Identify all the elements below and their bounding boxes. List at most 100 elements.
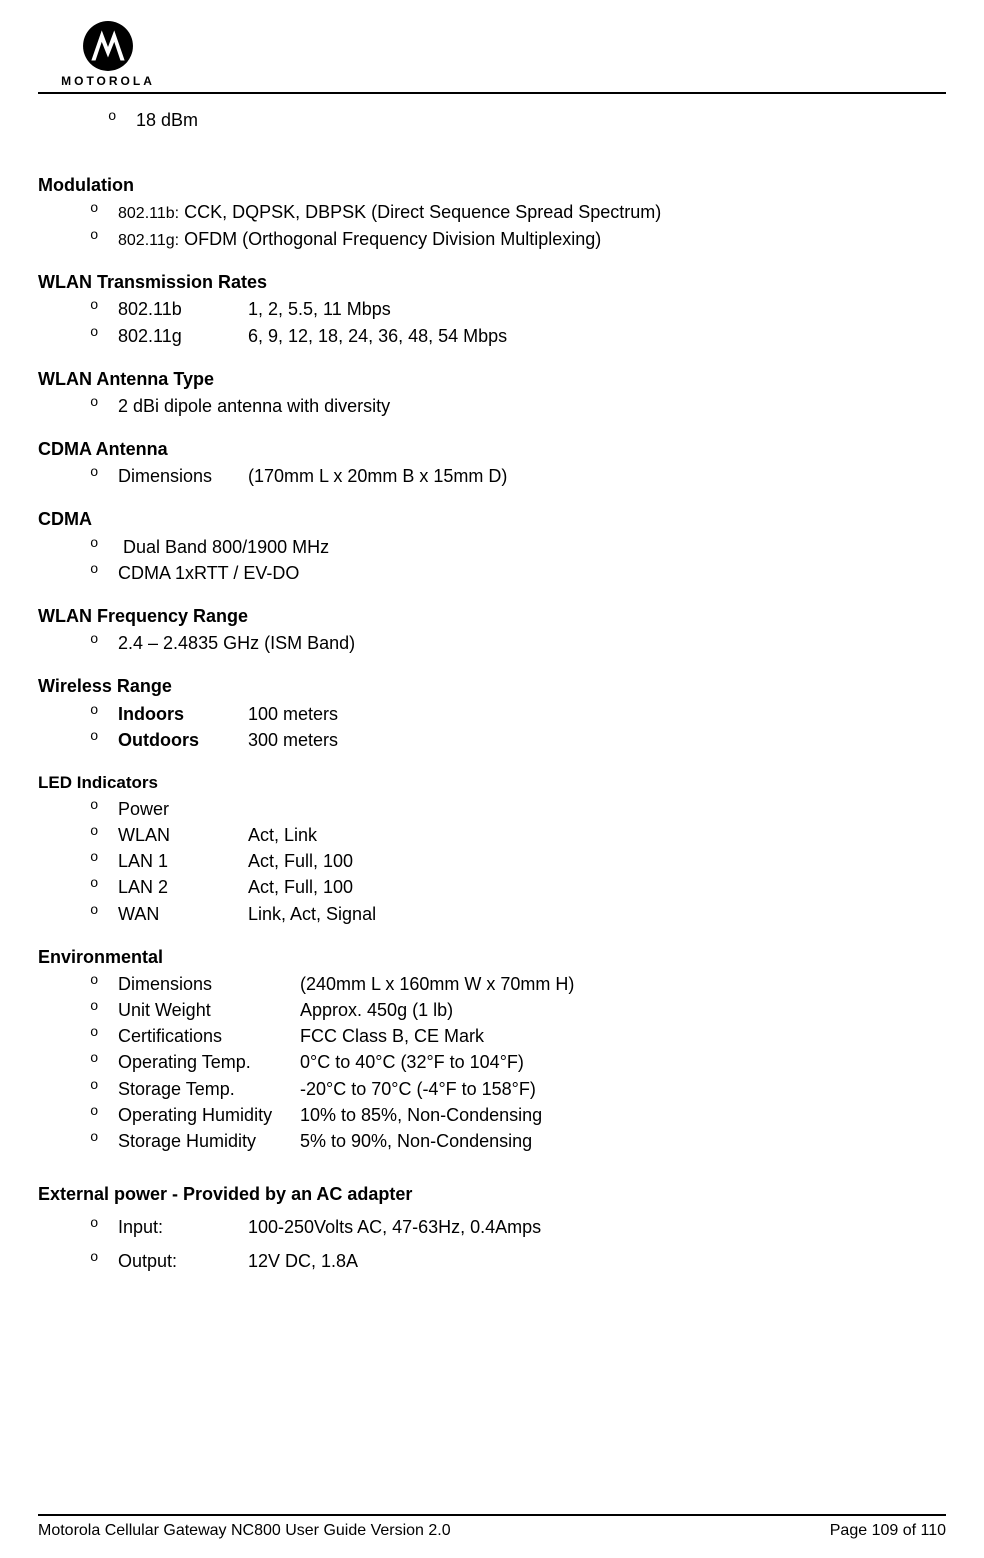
item-value: 0°C to 40°C (32°F to 104°F) [300,1052,524,1072]
item-label: Indoors [118,702,248,727]
heading-cdma: CDMA [38,507,946,532]
item-text: 2 dBi dipole antenna with diversity [118,396,390,416]
item-text: Dual Band 800/1900 MHz [118,537,329,557]
heading-cdma-antenna: CDMA Antenna [38,437,946,462]
item-text: 2.4 – 2.4835 GHz (ISM Band) [118,633,355,653]
motorola-logo-icon [82,20,134,72]
item-label: WAN [118,902,248,927]
wlan-rates-list: o802.11b1, 2, 5.5, 11 Mbps o802.11g6, 9,… [90,297,946,348]
item-value: 1, 2, 5.5, 11 Mbps [248,299,391,319]
led-list: oPower oWLANAct, Link oLAN 1Act, Full, 1… [90,797,946,927]
footer-left: Motorola Cellular Gateway NC800 User Gui… [38,1522,451,1540]
item-label: Unit Weight [118,998,300,1023]
wireless-range-list: oIndoors100 meters oOutdoors300 meters [90,702,946,753]
item-value: 5% to 90%, Non-Condensing [300,1131,532,1151]
item-value: Act, Full, 100 [248,851,353,871]
logo-text: MOTOROLA [61,74,155,88]
heading-power: External power - Provided by an AC adapt… [38,1182,946,1207]
item-text: CDMA 1xRTT / EV-DO [118,563,299,583]
footer-right: Page 109 of 110 [830,1522,946,1540]
item-value: Act, Full, 100 [248,877,353,897]
item-label: LAN 1 [118,849,248,874]
list-item: o802.11g6, 9, 12, 18, 24, 36, 48, 54 Mbp… [90,324,946,349]
cdma-antenna-list: o Dimensions(170mm L x 20mm B x 15mm D) [90,464,946,489]
wlan-freq-list: o2.4 – 2.4835 GHz (ISM Band) [90,631,946,656]
item-label: Output: [118,1249,248,1274]
list-item: o802.11b1, 2, 5.5, 11 Mbps [90,297,946,322]
list-item: o2 dBi dipole antenna with diversity [90,394,946,419]
heading-wlan-freq: WLAN Frequency Range [38,604,946,629]
list-item: o2.4 – 2.4835 GHz (ISM Band) [90,631,946,656]
item-prefix: 802.11b: [118,205,179,222]
list-item: oLAN 2Act, Full, 100 [90,875,946,900]
list-item: oOutdoors300 meters [90,728,946,753]
heading-led: LED Indicators [38,771,946,795]
footer-rule [38,1514,946,1516]
list-item: oWLANAct, Link [90,823,946,848]
list-item: oUnit WeightApprox. 450g (1 lb) [90,998,946,1023]
list-item: o Dimensions(170mm L x 20mm B x 15mm D) [90,464,946,489]
list-item: oDimensions(240mm L x 160mm W x 70mm H) [90,972,946,997]
list-item: oCDMA 1xRTT / EV-DO [90,561,946,586]
list-item: oOperating Temp.0°C to 40°C (32°F to 104… [90,1050,946,1075]
item-label: WLAN [118,823,248,848]
item-text: 18 dBm [136,110,198,130]
item-label: Dimensions [118,972,300,997]
list-item: oInput:100-250Volts AC, 47-63Hz, 0.4Amps [90,1215,946,1240]
item-value: -20°C to 70°C (-4°F to 158°F) [300,1079,536,1099]
top-list: o18 dBm [108,108,946,133]
item-value: Link, Act, Signal [248,904,376,924]
item-value: 100 meters [248,704,338,724]
power-list: oInput:100-250Volts AC, 47-63Hz, 0.4Amps… [90,1215,946,1273]
item-label: LAN 2 [118,875,248,900]
item-label: 802.11b [118,297,248,322]
list-item: oPower [90,797,946,822]
list-item: oOperating Humidity10% to 85%, Non-Conde… [90,1103,946,1128]
item-label: Operating Humidity [118,1103,300,1128]
item-value: (240mm L x 160mm W x 70mm H) [300,974,574,994]
list-item: oOutput:12V DC, 1.8A [90,1249,946,1274]
heading-wlan-antenna: WLAN Antenna Type [38,367,946,392]
item-value: 10% to 85%, Non-Condensing [300,1105,542,1125]
list-item: oCertificationsFCC Class B, CE Mark [90,1024,946,1049]
heading-modulation: Modulation [38,173,946,198]
logo-block: MOTOROLA [38,20,178,88]
heading-environmental: Environmental [38,945,946,970]
modulation-list: o802.11b: CCK, DQPSK, DBPSK (Direct Sequ… [90,200,946,252]
list-item: o18 dBm [108,108,946,133]
item-label: Dimensions [118,464,248,489]
item-value: 100-250Volts AC, 47-63Hz, 0.4Amps [248,1217,541,1237]
list-item: oStorage Humidity5% to 90%, Non-Condensi… [90,1129,946,1154]
list-item: o Dual Band 800/1900 MHz [90,535,946,560]
wlan-antenna-list: o2 dBi dipole antenna with diversity [90,394,946,419]
heading-wlan-rates: WLAN Transmission Rates [38,270,946,295]
item-value: Approx. 450g (1 lb) [300,1000,453,1020]
item-label: 802.11g [118,324,248,349]
item-label: Input: [118,1215,248,1240]
footer: Motorola Cellular Gateway NC800 User Gui… [38,1522,946,1540]
item-prefix: 802.11g: [118,232,179,249]
item-label: Operating Temp. [118,1050,300,1075]
page-container: MOTOROLA o18 dBm Modulation o802.11b: CC… [0,0,984,1558]
item-label: Power [118,797,248,822]
item-value: 6, 9, 12, 18, 24, 36, 48, 54 Mbps [248,326,507,346]
item-value: Act, Link [248,825,317,845]
env-list: oDimensions(240mm L x 160mm W x 70mm H) … [90,972,946,1154]
header-rule [38,92,946,94]
list-item: o802.11g: OFDM (Orthogonal Frequency Div… [90,227,946,252]
item-label: Storage Temp. [118,1077,300,1102]
cdma-list: o Dual Band 800/1900 MHz oCDMA 1xRTT / E… [90,535,946,586]
item-text: CCK, DQPSK, DBPSK (Direct Sequence Sprea… [179,202,661,222]
item-text: OFDM (Orthogonal Frequency Division Mult… [179,229,601,249]
list-item: oWANLink, Act, Signal [90,902,946,927]
item-value: 12V DC, 1.8A [248,1251,358,1271]
list-item: oStorage Temp.-20°C to 70°C (-4°F to 158… [90,1077,946,1102]
list-item: o802.11b: CCK, DQPSK, DBPSK (Direct Sequ… [90,200,946,225]
item-value: FCC Class B, CE Mark [300,1026,484,1046]
list-item: oIndoors100 meters [90,702,946,727]
item-label: Outdoors [118,728,248,753]
item-value: (170mm L x 20mm B x 15mm D) [248,466,507,486]
heading-wireless-range: Wireless Range [38,674,946,699]
item-label: Certifications [118,1024,300,1049]
content-body: o18 dBm Modulation o802.11b: CCK, DQPSK,… [38,108,946,1274]
